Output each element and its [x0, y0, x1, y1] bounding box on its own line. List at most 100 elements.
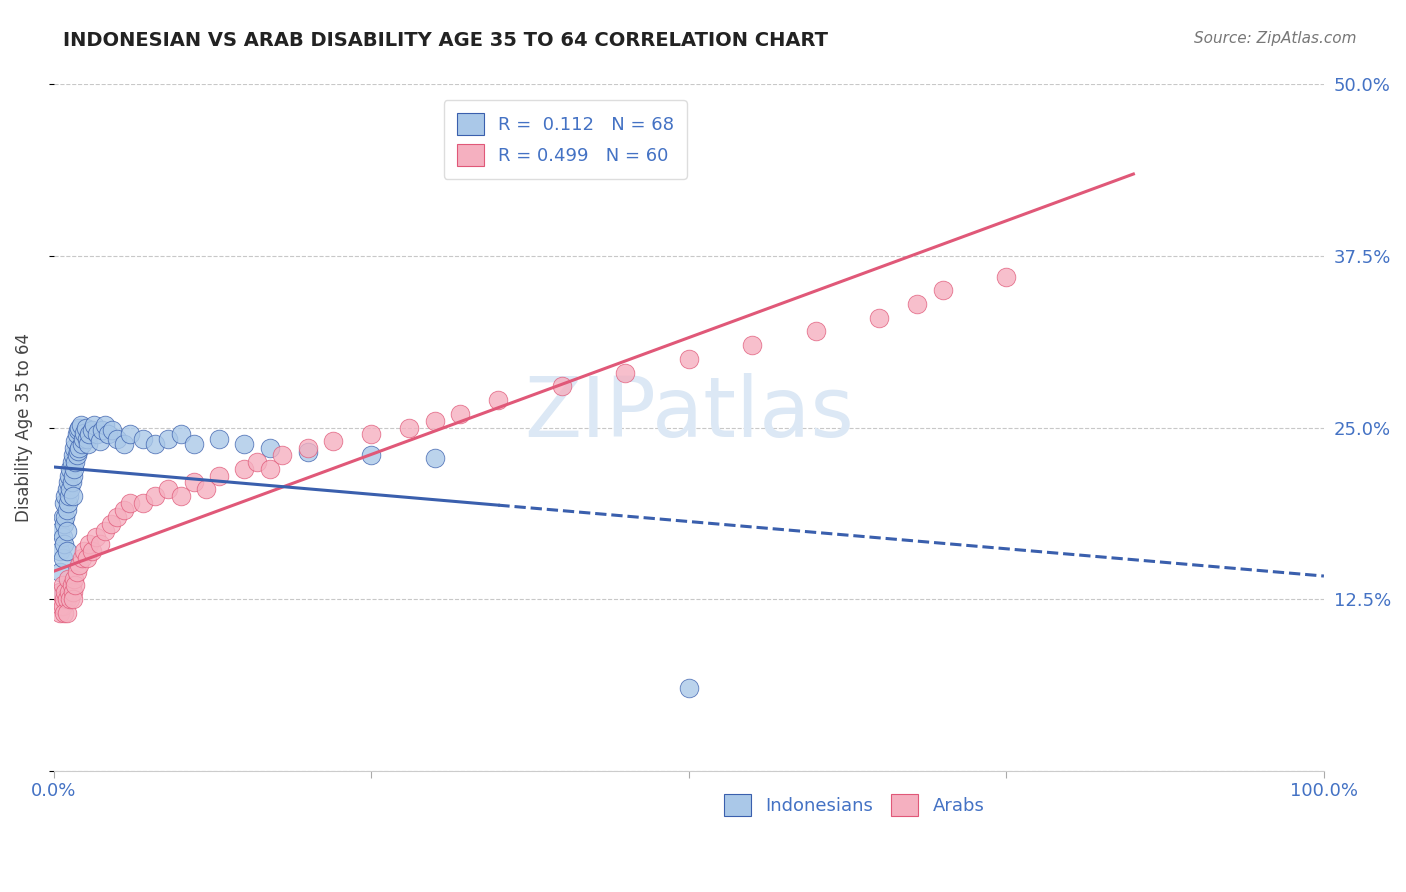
Point	[84, 530, 107, 544]
Point	[271, 448, 294, 462]
Point	[360, 427, 382, 442]
Point	[868, 310, 890, 325]
Point	[70, 551, 93, 566]
Point	[49, 524, 72, 538]
Point	[56, 496, 79, 510]
Point	[52, 551, 75, 566]
Point	[79, 427, 101, 442]
Point	[65, 578, 87, 592]
Point	[62, 448, 84, 462]
Point	[678, 681, 700, 696]
Point	[52, 530, 75, 544]
Point	[76, 432, 98, 446]
Point	[80, 544, 103, 558]
Point	[83, 417, 105, 432]
Text: ZIPatlas: ZIPatlas	[524, 374, 853, 454]
Point	[741, 338, 763, 352]
Point	[170, 489, 193, 503]
Point	[93, 417, 115, 432]
Point	[995, 269, 1018, 284]
Point	[195, 483, 218, 497]
Point	[52, 509, 75, 524]
Point	[118, 427, 141, 442]
Point	[105, 509, 128, 524]
Point	[80, 423, 103, 437]
Point	[907, 297, 929, 311]
Text: Source: ZipAtlas.com: Source: ZipAtlas.com	[1194, 31, 1357, 46]
Point	[53, 592, 76, 607]
Point	[67, 420, 90, 434]
Point	[112, 503, 135, 517]
Point	[89, 537, 111, 551]
Point	[145, 489, 167, 503]
Point	[49, 585, 72, 599]
Legend: Indonesians, Arabs: Indonesians, Arabs	[716, 787, 991, 823]
Point	[62, 585, 84, 599]
Point	[93, 524, 115, 538]
Point	[67, 441, 90, 455]
Point	[59, 592, 82, 607]
Point	[53, 496, 76, 510]
Point	[52, 578, 75, 592]
Point	[233, 461, 256, 475]
Point	[62, 489, 84, 503]
Point	[486, 393, 509, 408]
Point	[60, 475, 83, 490]
Point	[101, 423, 124, 437]
Point	[62, 592, 84, 607]
Point	[66, 443, 89, 458]
Point	[423, 414, 446, 428]
Point	[65, 455, 87, 469]
Point	[49, 565, 72, 579]
Point	[49, 544, 72, 558]
Point	[55, 606, 77, 620]
Point	[63, 441, 86, 455]
Point	[56, 572, 79, 586]
Point	[59, 483, 82, 497]
Point	[423, 450, 446, 465]
Point	[259, 441, 281, 455]
Point	[233, 437, 256, 451]
Point	[91, 423, 114, 437]
Point	[145, 437, 167, 451]
Point	[89, 434, 111, 449]
Text: INDONESIAN VS ARAB DISABILITY AGE 35 TO 64 CORRELATION CHART: INDONESIAN VS ARAB DISABILITY AGE 35 TO …	[63, 31, 828, 50]
Point	[53, 516, 76, 531]
Point	[55, 592, 77, 607]
Point	[53, 489, 76, 503]
Point	[65, 434, 87, 449]
Point	[77, 437, 100, 451]
Point	[118, 496, 141, 510]
Point	[73, 544, 96, 558]
Point	[66, 423, 89, 437]
Point	[58, 585, 80, 599]
Point	[63, 572, 86, 586]
Point	[614, 366, 637, 380]
Point	[53, 606, 76, 620]
Point	[67, 558, 90, 572]
Point	[55, 544, 77, 558]
Point	[72, 432, 94, 446]
Point	[157, 483, 180, 497]
Point	[208, 468, 231, 483]
Point	[183, 437, 205, 451]
Point	[449, 407, 471, 421]
Point	[55, 503, 77, 517]
Point	[66, 565, 89, 579]
Point	[170, 427, 193, 442]
Point	[75, 420, 97, 434]
Point	[58, 489, 80, 503]
Point	[132, 432, 155, 446]
Point	[62, 468, 84, 483]
Point	[105, 432, 128, 446]
Point	[79, 537, 101, 551]
Point	[73, 425, 96, 440]
Point	[69, 417, 91, 432]
Point	[398, 420, 420, 434]
Point	[59, 461, 82, 475]
Point	[208, 432, 231, 446]
Point	[297, 445, 319, 459]
Point	[678, 351, 700, 366]
Point	[49, 606, 72, 620]
Point	[932, 283, 955, 297]
